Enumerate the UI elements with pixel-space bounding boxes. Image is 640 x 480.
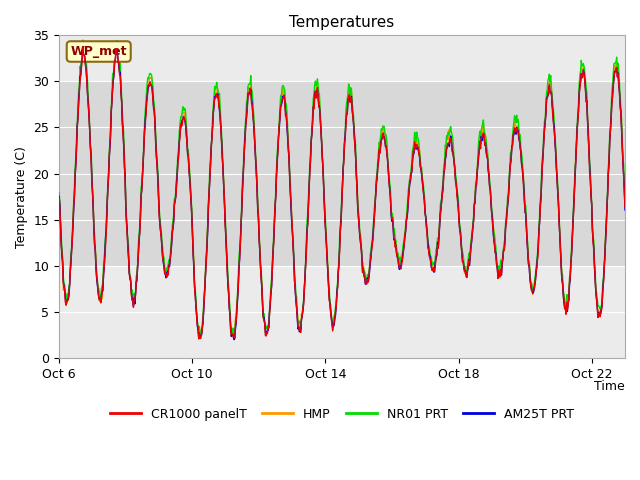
- Y-axis label: Temperature (C): Temperature (C): [15, 145, 28, 248]
- Title: Temperatures: Temperatures: [289, 15, 395, 30]
- Text: WP_met: WP_met: [70, 45, 127, 58]
- Text: Time: Time: [595, 380, 625, 394]
- Bar: [59, 82, 625, 265]
- Legend: CR1000 panelT, HMP, NR01 PRT, AM25T PRT: CR1000 panelT, HMP, NR01 PRT, AM25T PRT: [105, 403, 579, 426]
